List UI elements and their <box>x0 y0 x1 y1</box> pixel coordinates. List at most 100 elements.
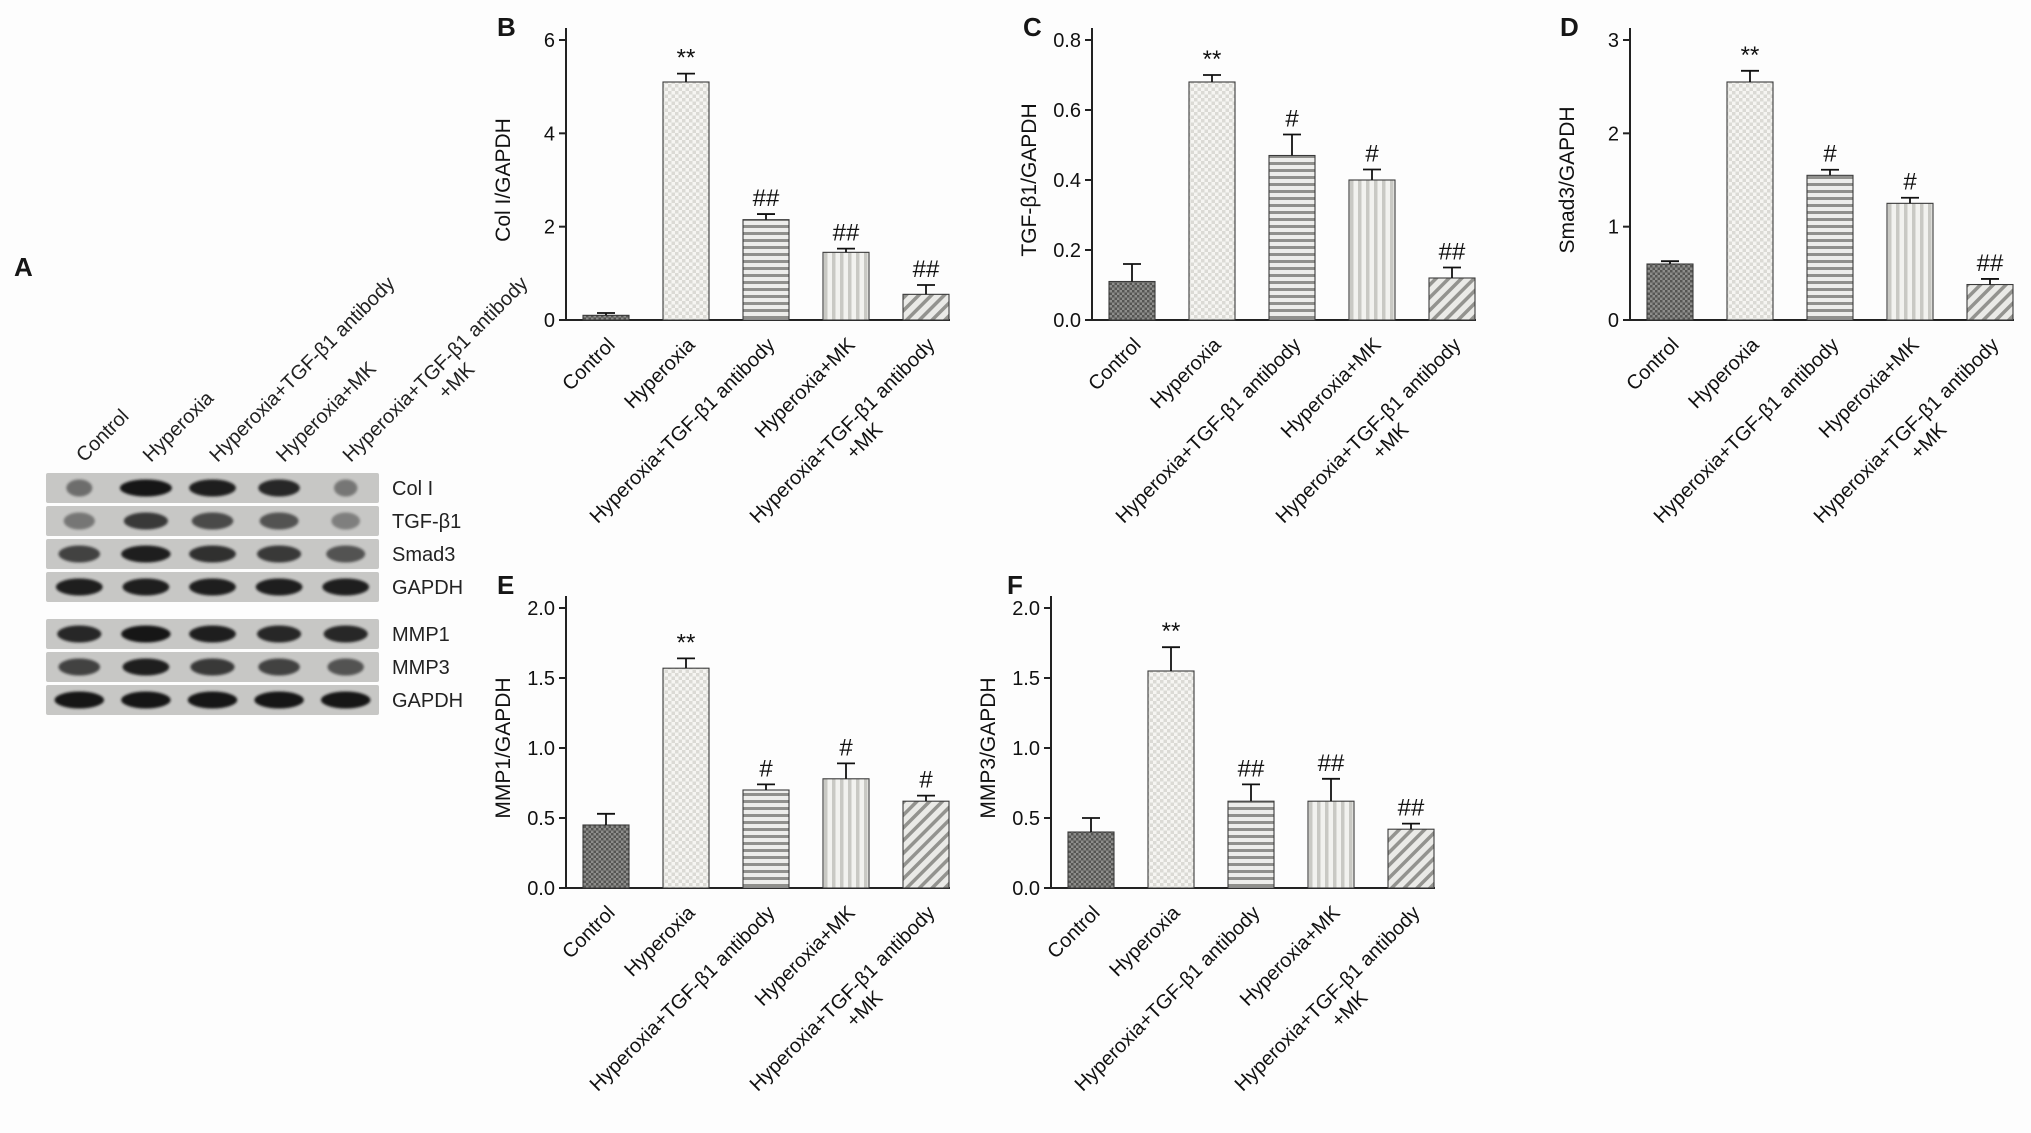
significance-label: ## <box>1398 795 1425 822</box>
y-tick-label: 1.5 <box>527 668 555 690</box>
blot-band <box>258 479 300 497</box>
bar <box>1806 174 1854 321</box>
panel-e-chart: MMP1/GAPDH 0.0 0.5 1.0 1.5 2.0 Control ** Hypero… <box>486 568 986 1113</box>
panel-label-e: E <box>497 570 515 600</box>
lane-label: Control <box>72 405 133 466</box>
panel-b-chart: Col I/GAPDH 0 2 4 6 Control ** Hyperoxia ## Hyper… <box>486 0 986 545</box>
x-category-label: Control <box>1084 334 1145 395</box>
y-tick-label: 0.6 <box>1053 100 1081 122</box>
y-tick-label: 0.0 <box>1012 878 1040 900</box>
y-tick-label: 2 <box>1608 123 1619 145</box>
blot-band <box>334 479 358 497</box>
blot-row-label: MMP1 <box>392 624 450 646</box>
significance-label: # <box>919 767 933 794</box>
bar <box>742 789 790 889</box>
y-tick-label: 0.2 <box>1053 240 1081 262</box>
bar <box>1387 828 1435 889</box>
blot-band <box>257 625 302 643</box>
bar <box>742 219 790 321</box>
significance-label: # <box>1823 141 1837 168</box>
significance-label: ## <box>1977 250 2004 277</box>
panel-label-f: F <box>1007 570 1024 600</box>
blot-band <box>189 625 236 643</box>
significance-label: ## <box>1318 750 1345 777</box>
y-tick-label: 1.0 <box>1012 738 1040 760</box>
blot-band <box>58 658 101 676</box>
blot-band <box>331 512 361 530</box>
y-axis-title: TGF-β1/GAPDH <box>1018 103 1041 256</box>
significance-label: # <box>839 734 853 761</box>
bar <box>1067 831 1115 889</box>
y-tick-label: 1 <box>1608 217 1619 239</box>
bar <box>1147 670 1195 889</box>
panel-f-chart: MMP3/GAPDH 0.0 0.5 1.0 1.5 2.0 Control ** Hypero… <box>971 568 1471 1113</box>
y-axis-title: Smad3/GAPDH <box>1556 106 1579 253</box>
significance-label: ** <box>1203 46 1222 73</box>
blot-band <box>190 658 235 676</box>
blot-band <box>55 578 103 596</box>
bar <box>902 293 950 321</box>
bar-chart-E: MMP1/GAPDH 0.0 0.5 1.0 1.5 2.0 Control ** Hypero… <box>492 596 950 1096</box>
panel-c-chart: TGF-β1/GAPDH 0.0 0.2 0.4 0.6 0.8 Control ** Hype… <box>1012 0 1512 545</box>
significance-label: # <box>1365 141 1379 168</box>
blot-band <box>57 625 102 643</box>
blot-band <box>189 545 236 563</box>
blot-row-label: TGF-β1 <box>392 511 461 533</box>
panel-label-b: B <box>497 12 517 42</box>
x-category-label: Hyperoxia+TGF-β1 antibody+MK <box>1231 902 1441 1108</box>
significance-label: ** <box>677 629 696 656</box>
bar <box>1227 800 1275 889</box>
y-tick-label: 2.0 <box>527 598 555 620</box>
y-axis-title: MMP1/GAPDH <box>492 677 515 818</box>
bar <box>1268 154 1316 321</box>
blot-band <box>54 691 104 709</box>
x-category-label: Hyperoxia+TGF-β1 antibody+MK <box>1810 334 2020 540</box>
bar <box>822 778 870 889</box>
blot-band <box>322 578 370 596</box>
y-tick-label: 0.5 <box>1012 808 1040 830</box>
blot-band <box>191 512 234 530</box>
blot-band <box>119 479 172 497</box>
x-category-label: Control <box>1043 902 1104 963</box>
y-tick-label: 0.0 <box>527 878 555 900</box>
y-tick-label: 0 <box>544 310 555 332</box>
blot-band <box>189 578 236 596</box>
panel-label-c: C <box>1023 12 1043 42</box>
y-tick-label: 1.5 <box>1012 668 1040 690</box>
bar <box>1428 277 1476 321</box>
significance-label: ** <box>1741 42 1760 69</box>
x-category-label: Hyperoxia+TGF-β1 antibody+MK <box>746 334 956 540</box>
x-category-label: Control <box>1622 334 1683 395</box>
y-tick-label: 2 <box>544 217 555 239</box>
blot-band <box>121 691 171 709</box>
y-tick-label: 0 <box>1608 310 1619 332</box>
blot-band <box>122 578 170 596</box>
blot-row-label: GAPDH <box>392 690 463 712</box>
bar <box>902 800 950 889</box>
bar <box>1886 202 1934 321</box>
y-tick-label: 1.0 <box>527 738 555 760</box>
blot-band <box>327 658 364 676</box>
x-category-label: Control <box>558 902 619 963</box>
blot-band <box>323 625 368 643</box>
significance-label: # <box>1903 169 1917 196</box>
blot-band <box>121 545 171 563</box>
blot-band <box>63 512 95 530</box>
x-category-label: Hyperoxia <box>620 901 700 981</box>
significance-label: ## <box>833 220 860 247</box>
panel-label-d: D <box>1560 12 1580 42</box>
bar-chart-C: TGF-β1/GAPDH 0.0 0.2 0.4 0.6 0.8 Control ** Hype… <box>1018 28 1482 540</box>
x-category-label: Hyperoxia <box>1684 333 1764 413</box>
bar-chart-B: Col I/GAPDH 0 2 4 6 Control ** Hyperoxia ## Hyper… <box>492 28 956 540</box>
bar <box>1307 800 1355 889</box>
x-category-label: Hyperoxia <box>620 333 700 413</box>
blot-band <box>258 658 300 676</box>
blot-row-label: MMP3 <box>392 657 450 679</box>
bar <box>662 667 710 889</box>
significance-label: ## <box>913 256 940 283</box>
x-category-label: Hyperoxia+TGF-β1 antibody+MK <box>1272 334 1482 540</box>
significance-label: ** <box>677 45 696 72</box>
y-tick-label: 4 <box>544 123 555 145</box>
